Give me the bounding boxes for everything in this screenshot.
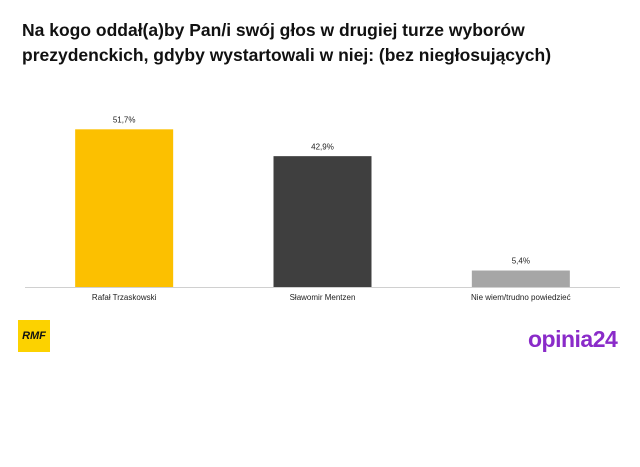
bar [273, 156, 372, 287]
rmf-logo: RMF [18, 320, 50, 352]
x-tick-label: Rafał Trzaskowski [92, 293, 157, 302]
opinia24-logo: opinia24 [528, 326, 618, 352]
value-label: 5,4% [512, 257, 530, 266]
chart-title: Na kogo oddał(a)by Pan/i swój głos w dru… [22, 20, 552, 65]
x-tick-label: Sławomir Mentzen [290, 293, 356, 302]
x-tick-label: Nie wiem/trudno powiedzieć [471, 293, 571, 302]
bar [471, 270, 570, 287]
value-label: 51,7% [113, 115, 136, 124]
value-label: 42,9% [311, 142, 334, 151]
bar [75, 129, 174, 287]
